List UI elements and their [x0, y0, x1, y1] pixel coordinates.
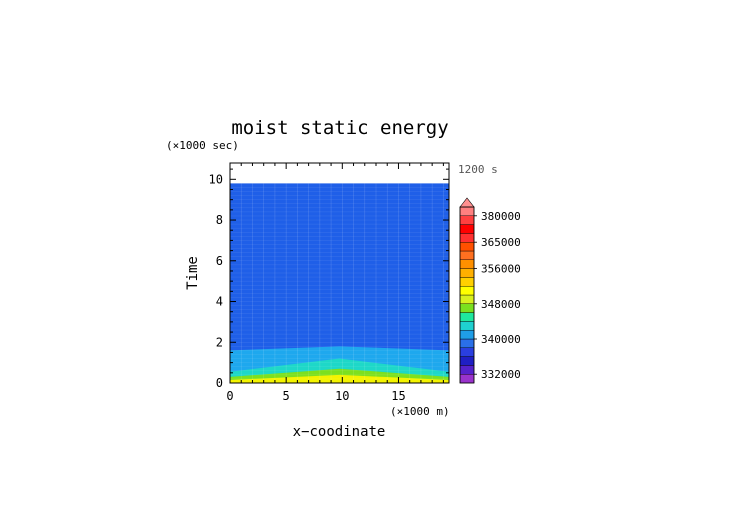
colorbar-cell-18 — [459, 215, 475, 225]
y-tick-label: 10 — [209, 172, 223, 186]
colorbar-cell-17 — [459, 224, 475, 234]
y-tick-label: 8 — [216, 213, 223, 227]
colorbar-cell-9 — [459, 294, 475, 305]
colorbar-tick-label: 356000 — [481, 263, 521, 276]
colorbar-extension — [459, 197, 475, 208]
contour-band-0 — [230, 183, 449, 383]
colorbar-tick-label: 365000 — [481, 236, 521, 249]
colorbar-cell-8 — [459, 303, 475, 313]
colorbar-frame — [459, 206, 475, 384]
x-tick-label: 15 — [391, 389, 405, 403]
x-tick-label: 10 — [335, 389, 349, 403]
colorbar-cell-14 — [459, 250, 475, 261]
colorbar-cell-1 — [459, 365, 475, 375]
colorbar-cell-7 — [459, 312, 475, 322]
y-tick-label: 4 — [216, 295, 223, 309]
colorbar-cell-0 — [459, 374, 475, 384]
colorbar-cell-3 — [459, 347, 475, 357]
colorbar-cell-11 — [459, 277, 475, 287]
y-axis-unit: (×1000 sec) — [166, 139, 239, 152]
colorbar-cell-12 — [459, 268, 475, 278]
chart-title: moist static energy — [231, 117, 448, 139]
colorbar-cell-19 — [459, 206, 475, 217]
y-axis-label: Time — [185, 256, 201, 290]
colorbar-cell-2 — [459, 356, 475, 366]
y-tick-label: 2 — [216, 335, 223, 349]
y-axis: 0 2 4 6 8 10 — [209, 168, 449, 390]
x-tick-label: 0 — [226, 389, 233, 403]
colorbar-tick-label: 332000 — [481, 368, 521, 381]
colorbar-cell-16 — [459, 233, 475, 243]
colorbar-cell-5 — [459, 330, 475, 340]
contour-bands — [230, 183, 449, 383]
x-tick-label: 5 — [283, 389, 290, 403]
grid-lines — [229, 183, 449, 383]
y-tick-label: 6 — [216, 254, 223, 268]
plot-frame — [229, 162, 450, 384]
x-axis-label: x−coodinate — [293, 424, 386, 440]
colorbar-cell-10 — [459, 286, 475, 296]
plot-area: 0 5 10 15 0 2 4 6 8 10 — [209, 162, 450, 403]
colorbar: 332000 340000 348000 356000 365000 380000 — [459, 197, 521, 384]
time-annotation: 1200 s — [458, 163, 498, 176]
colorbar-tick-label: 340000 — [481, 333, 521, 346]
colorbar-cell-13 — [459, 259, 475, 269]
x-axis: 0 5 10 15 — [226, 163, 444, 403]
colorbar-tick-label: 380000 — [481, 210, 521, 223]
colorbar-cell-15 — [459, 241, 475, 252]
colorbar-cell-6 — [459, 321, 475, 331]
x-axis-unit: (×1000 m) — [390, 405, 450, 418]
contour-band-4 — [230, 374, 449, 383]
colorbar-cell-4 — [459, 338, 475, 349]
y-tick-label: 0 — [216, 376, 223, 390]
colorbar-tick-label: 348000 — [481, 298, 521, 311]
